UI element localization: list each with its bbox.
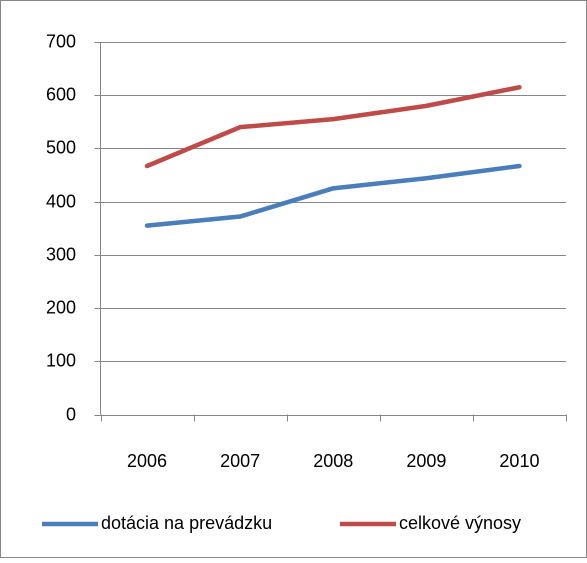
series-line <box>144 84 522 169</box>
legend-label: dotácia na prevádzku <box>101 513 272 533</box>
x-tick-label: 2007 <box>220 451 260 471</box>
y-tick-label: 300 <box>46 244 76 264</box>
y-tick-label: 400 <box>46 191 76 211</box>
y-tick-label: 600 <box>46 84 76 104</box>
legend-label: celkové výnosy <box>399 513 521 533</box>
y-tick-label: 100 <box>46 350 76 370</box>
x-tick-label: 2006 <box>127 451 167 471</box>
y-tick-label: 0 <box>66 404 76 424</box>
x-tick-label: 2008 <box>313 451 353 471</box>
y-tick-label: 200 <box>46 297 76 317</box>
y-tick-label: 700 <box>46 31 76 51</box>
series-line <box>144 163 522 228</box>
y-tick-label: 500 <box>46 137 76 157</box>
x-tick-label: 2010 <box>499 451 539 471</box>
x-tick-label: 2009 <box>406 451 446 471</box>
